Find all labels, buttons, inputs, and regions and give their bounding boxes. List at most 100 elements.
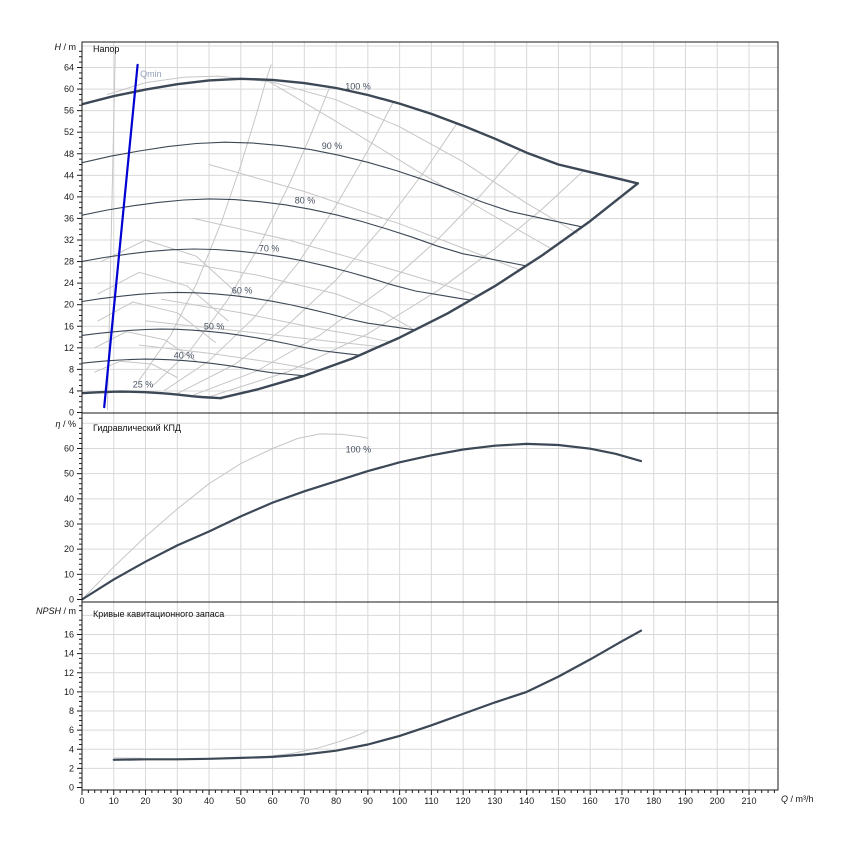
speed-label: 90 % [322,141,343,151]
y-tick-label: 8 [69,706,74,716]
y-tick-label: 32 [64,235,74,245]
x-tick-label: 110 [424,796,438,806]
speed-label: 70 % [259,244,280,254]
efficiency-y-axis-label: η / % [55,419,76,429]
qmin-line [103,63,139,409]
y-tick-label: 36 [64,213,74,223]
efficiency-label: 100 % [346,445,372,455]
efficiency-reference-gray [82,433,369,600]
efficiency-chart [82,433,643,601]
x-tick-label: 70 [299,796,309,806]
x-tick-label: 180 [646,796,661,806]
y-tick-label: 12 [64,668,74,678]
y-tick-label: 14 [64,649,74,659]
speed-label: 60 % [232,286,253,296]
axis-ticks [77,50,775,795]
iso-efficiency-line-0 [106,45,116,411]
plot-borders [81,41,779,791]
x-tick-label: 100 [392,796,407,806]
x-tick-label: 210 [741,796,756,806]
x-tick-label: 20 [141,796,151,806]
x-tick-label: 30 [172,796,182,806]
iso-efficiency-line-9 [176,261,416,332]
iso-efficiency-line-10 [160,298,391,343]
x-tick-label: 40 [204,796,214,806]
speed-label: 80 % [295,196,316,206]
y-tick-label: 2 [69,763,74,773]
y-tick-label: 8 [69,364,74,374]
x-tick-label: 10 [109,796,119,806]
y-tick-label: 40 [64,192,74,202]
speed-curve-100 [82,77,639,185]
y-tick-label: 16 [64,630,74,640]
y-tick-label: 16 [64,321,74,331]
y-tick-label: 0 [69,783,74,793]
efficiency-y-unit: / % [60,419,76,429]
head-labels: 100 % 90 % 80 % 70 % 60 % 50 % 40 % 25 % Qmin [133,69,371,389]
x-tick-label: 200 [710,796,725,806]
x-tick-label: 90 [363,796,373,806]
iso-efficiency-line-1 [138,64,272,381]
y-tick-label: 0 [69,408,74,418]
x-tick-label: 170 [614,796,629,806]
efficiency-y-symbol: η [55,419,61,429]
x-axis-unit: / m³/h [788,794,814,804]
x-tick-label: 50 [236,796,246,806]
y-tick-label: 56 [64,106,74,116]
iso-efficiency-line-11 [192,217,480,297]
y-tick-label: 28 [64,257,74,267]
qmin-label: Qmin [140,69,162,79]
y-tick-label: 20 [64,300,74,310]
iso-efficiency-line-6 [208,170,585,398]
x-tick-label: 140 [519,796,534,806]
y-tick-label: 64 [64,63,74,73]
y-tick-label: 10 [64,569,74,579]
y-tick-label: 60 [64,443,74,453]
speed-label: 50 % [204,321,225,331]
head-y-unit: / m [61,42,77,52]
x-tick-label: 0 [79,796,84,806]
speed-curve-50 [82,328,361,356]
speed-label: 40 % [174,350,195,360]
iso-efficiency-line-19 [100,239,242,298]
y-tick-label: 30 [64,519,74,529]
x-tick-label: 160 [583,796,598,806]
head-chart [82,45,639,411]
tick-labels: 0481216202428323640444852566064010203040… [64,63,757,806]
iso-efficiency-line-17 [97,301,216,343]
npsh-chart-title: Кривые кавитационного запаса [93,609,225,619]
speed-curve-80 [82,198,528,267]
y-tick-label: 40 [64,494,74,504]
grid [82,42,778,790]
x-axis-symbol: Q [781,794,789,804]
y-tick-label: 60 [64,84,74,94]
speed-curve-70 [82,248,472,301]
iso-efficiency-line-8 [106,75,578,234]
npsh-y-symbol: NPSH [35,606,61,616]
y-tick-label: 0 [69,595,74,605]
y-tick-label: 50 [64,469,74,479]
x-tick-label: 60 [268,796,278,806]
y-tick-label: 6 [69,725,74,735]
iso-efficiency-line-13 [138,344,321,371]
y-tick-label: 20 [64,544,74,554]
x-tick-label: 80 [331,796,341,806]
x-tick-label: 150 [551,796,566,806]
iso-efficiency-line-18 [97,271,229,322]
efficiency-100-speed [82,442,643,601]
y-tick-label: 24 [64,278,74,288]
speed-curve-60 [82,291,417,331]
max-flow-boundary [219,182,639,400]
iso-efficiency-line-3 [164,101,394,391]
iso-efficiency-line-7 [265,79,553,250]
x-tick-label: 120 [456,796,471,806]
head-chart-title: Напор [93,44,120,54]
npsh-chart [112,629,643,761]
y-tick-label: 48 [64,149,74,159]
speed-label: 25 % [133,379,154,389]
y-tick-label: 10 [64,687,74,697]
x-tick-label: 190 [678,796,693,806]
iso-efficiency-line-4 [176,123,458,395]
